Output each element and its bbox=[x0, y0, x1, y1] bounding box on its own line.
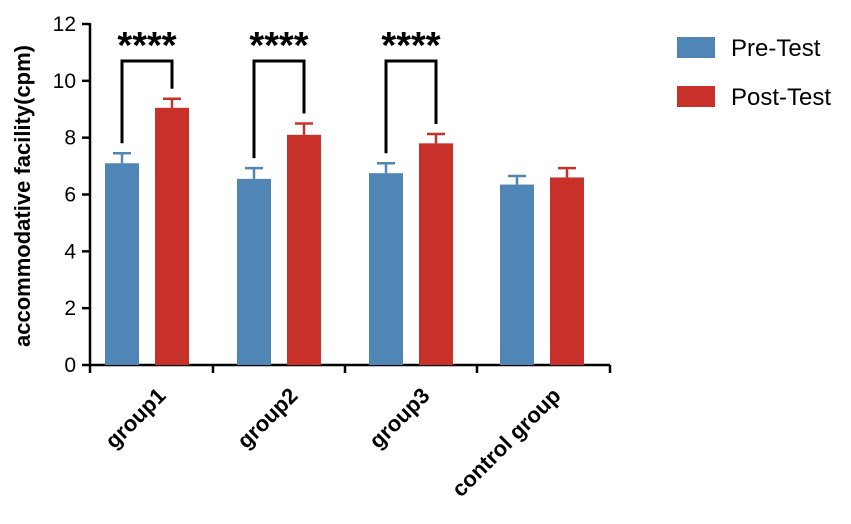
legend-swatch bbox=[677, 37, 715, 58]
y-axis-label: accommodative facility(cpm) bbox=[10, 45, 35, 347]
bar bbox=[419, 143, 453, 365]
significance-bracket bbox=[120, 59, 174, 144]
x-tick-label: group1 bbox=[100, 383, 170, 453]
significance-bracket bbox=[252, 59, 306, 159]
bar bbox=[287, 134, 321, 365]
bar bbox=[237, 178, 271, 365]
x-tick-label: control group bbox=[447, 383, 566, 502]
x-tick-label: group2 bbox=[232, 383, 302, 453]
legend-swatch bbox=[677, 86, 715, 107]
y-axis-label-group: accommodative facility(cpm) bbox=[10, 45, 35, 347]
bar bbox=[369, 173, 403, 365]
y-tick-label: 2 bbox=[64, 297, 76, 320]
significance-label: **** bbox=[117, 25, 176, 67]
x-tick-label: group3 bbox=[364, 383, 434, 453]
significance-label: **** bbox=[381, 25, 440, 67]
y-tick-label: 6 bbox=[64, 184, 76, 207]
y-tick-label: 10 bbox=[53, 70, 76, 93]
significance-annotations: **** **** **** bbox=[117, 25, 441, 159]
y-tick-label: 0 bbox=[64, 354, 76, 377]
significance-label: **** bbox=[249, 25, 308, 67]
bar bbox=[550, 177, 584, 365]
significance-bracket bbox=[384, 59, 438, 154]
legend: Pre-Test Post-Test bbox=[677, 35, 831, 111]
bar bbox=[105, 163, 139, 365]
bar bbox=[500, 184, 534, 365]
legend-label: Post-Test bbox=[731, 84, 831, 111]
bars bbox=[105, 97, 584, 366]
y-tick-label: 4 bbox=[64, 240, 76, 263]
y-tick-label: 8 bbox=[64, 127, 76, 150]
legend-label: Pre-Test bbox=[731, 35, 821, 62]
bar bbox=[155, 107, 189, 366]
y-tick-label: 12 bbox=[53, 13, 76, 36]
